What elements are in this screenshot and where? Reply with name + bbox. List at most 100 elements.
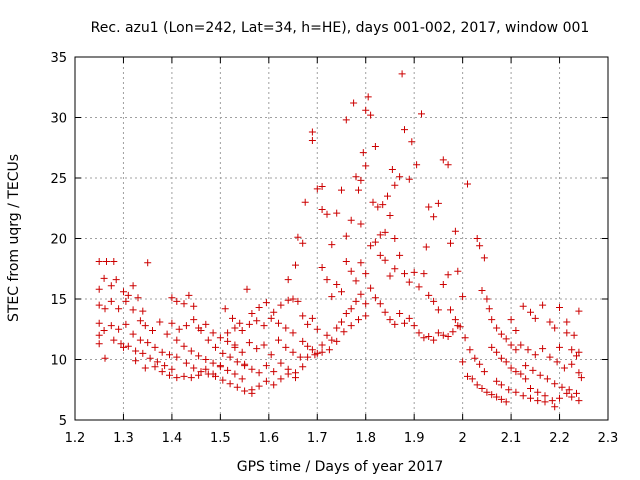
data-point [546, 318, 554, 326]
data-point [158, 348, 166, 356]
data-point [241, 360, 249, 368]
data-point [480, 254, 488, 262]
data-point [226, 353, 234, 361]
data-point [262, 377, 270, 385]
data-point [289, 295, 297, 303]
data-point [226, 380, 234, 388]
data-point [212, 343, 219, 351]
y-tick-label: 10 [50, 354, 67, 369]
data-point [575, 369, 583, 377]
data-point [117, 340, 125, 348]
data-point [243, 285, 251, 293]
data-point [149, 327, 156, 334]
data-point [396, 310, 404, 317]
data-point [124, 291, 132, 299]
data-point [517, 370, 525, 378]
data-point [536, 371, 544, 379]
data-point [405, 314, 413, 322]
data-point [136, 317, 144, 325]
data-point [216, 334, 224, 342]
data-point [386, 272, 394, 280]
data-point [156, 318, 164, 326]
data-point [466, 346, 474, 354]
data-point [175, 325, 183, 333]
grid-layer [75, 57, 608, 420]
data-point [531, 351, 539, 359]
x-tick-label: 2.1 [501, 431, 522, 446]
data-point [391, 320, 399, 328]
data-point [95, 258, 103, 265]
data-point [529, 366, 537, 374]
data-point [401, 270, 408, 278]
data-point [260, 322, 268, 330]
data-point [434, 329, 442, 337]
data-point [110, 258, 118, 265]
data-point [340, 328, 348, 336]
data-point [522, 375, 530, 383]
data-point [502, 335, 510, 343]
data-point [132, 347, 140, 355]
data-point [328, 241, 336, 249]
data-point [122, 320, 130, 328]
x-tick-labels: 1.2 1.3 1.4 1.5 1.6 1.7 1.8 1.9 2 2.1 2.2 2.3 [65, 431, 619, 446]
data-point [323, 276, 331, 284]
data-point [134, 294, 142, 302]
data-point [299, 337, 307, 345]
data-point [342, 232, 350, 240]
data-point [323, 331, 331, 339]
data-point [357, 290, 365, 298]
data-point [352, 277, 360, 285]
data-point [391, 235, 399, 242]
data-point [275, 336, 282, 344]
data-point [476, 360, 484, 368]
data-point [292, 374, 299, 382]
data-point [362, 106, 370, 114]
data-point [401, 319, 408, 327]
data-point [456, 323, 464, 331]
data-point [115, 305, 123, 313]
data-point [527, 308, 534, 316]
data-point [497, 330, 505, 338]
data-point [338, 318, 345, 326]
data-point [464, 180, 471, 188]
data-point [182, 359, 190, 367]
data-point [447, 306, 454, 314]
data-point [120, 288, 127, 296]
data-point [425, 333, 433, 340]
data-point [418, 110, 425, 118]
data-point [480, 368, 488, 376]
data-point [275, 319, 282, 327]
data-point [568, 346, 576, 354]
data-point [124, 342, 132, 350]
x-tick-label: 1.4 [162, 431, 183, 446]
data-point [282, 343, 290, 351]
data-point [415, 283, 423, 291]
data-point [493, 348, 501, 356]
data-point [364, 93, 372, 101]
data-point [253, 345, 261, 353]
data-point [289, 329, 297, 337]
data-point [531, 314, 539, 322]
data-point [338, 186, 345, 194]
data-point [352, 297, 360, 305]
data-point [158, 368, 166, 376]
data-point [190, 302, 198, 310]
data-point [95, 285, 103, 293]
data-point [497, 354, 505, 362]
data-point [534, 388, 542, 396]
data-point [556, 304, 563, 311]
data-point [248, 365, 256, 373]
data-point [144, 339, 152, 347]
data-point [139, 349, 147, 357]
data-point [434, 306, 442, 314]
data-point [100, 327, 108, 334]
data-point [313, 325, 321, 333]
data-point [253, 317, 261, 325]
data-point [556, 343, 563, 351]
data-point [141, 364, 149, 372]
data-point [352, 173, 360, 181]
data-point [238, 375, 246, 383]
data-point [299, 312, 307, 320]
data-point [451, 227, 459, 235]
